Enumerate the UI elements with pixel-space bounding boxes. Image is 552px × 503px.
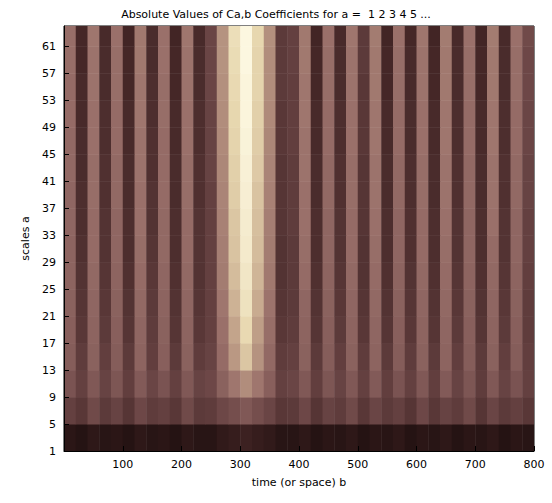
svg-text:100: 100 — [112, 458, 133, 471]
svg-text:scales a: scales a — [19, 216, 32, 260]
svg-text:25: 25 — [42, 283, 56, 296]
svg-text:37: 37 — [42, 202, 56, 215]
svg-text:5: 5 — [49, 418, 56, 431]
svg-text:600: 600 — [406, 458, 427, 471]
svg-text:Absolute Values of Ca,b Coeffi: Absolute Values of Ca,b Coefficients for… — [121, 8, 431, 21]
svg-text:400: 400 — [289, 458, 310, 471]
svg-text:time (or space) b: time (or space) b — [252, 476, 346, 489]
svg-text:33: 33 — [42, 229, 56, 242]
svg-text:700: 700 — [465, 458, 486, 471]
svg-text:300: 300 — [230, 458, 251, 471]
svg-text:49: 49 — [42, 121, 56, 134]
svg-text:500: 500 — [347, 458, 368, 471]
svg-text:41: 41 — [42, 175, 56, 188]
svg-text:17: 17 — [42, 337, 56, 350]
svg-text:53: 53 — [42, 94, 56, 107]
svg-text:29: 29 — [42, 256, 56, 269]
svg-text:1: 1 — [49, 445, 56, 458]
svg-text:45: 45 — [42, 148, 56, 161]
svg-text:13: 13 — [42, 364, 56, 377]
svg-text:61: 61 — [42, 40, 56, 53]
svg-text:57: 57 — [42, 67, 56, 80]
svg-text:9: 9 — [49, 391, 56, 404]
svg-text:800: 800 — [524, 458, 545, 471]
svg-text:200: 200 — [171, 458, 192, 471]
svg-text:21: 21 — [42, 310, 56, 323]
